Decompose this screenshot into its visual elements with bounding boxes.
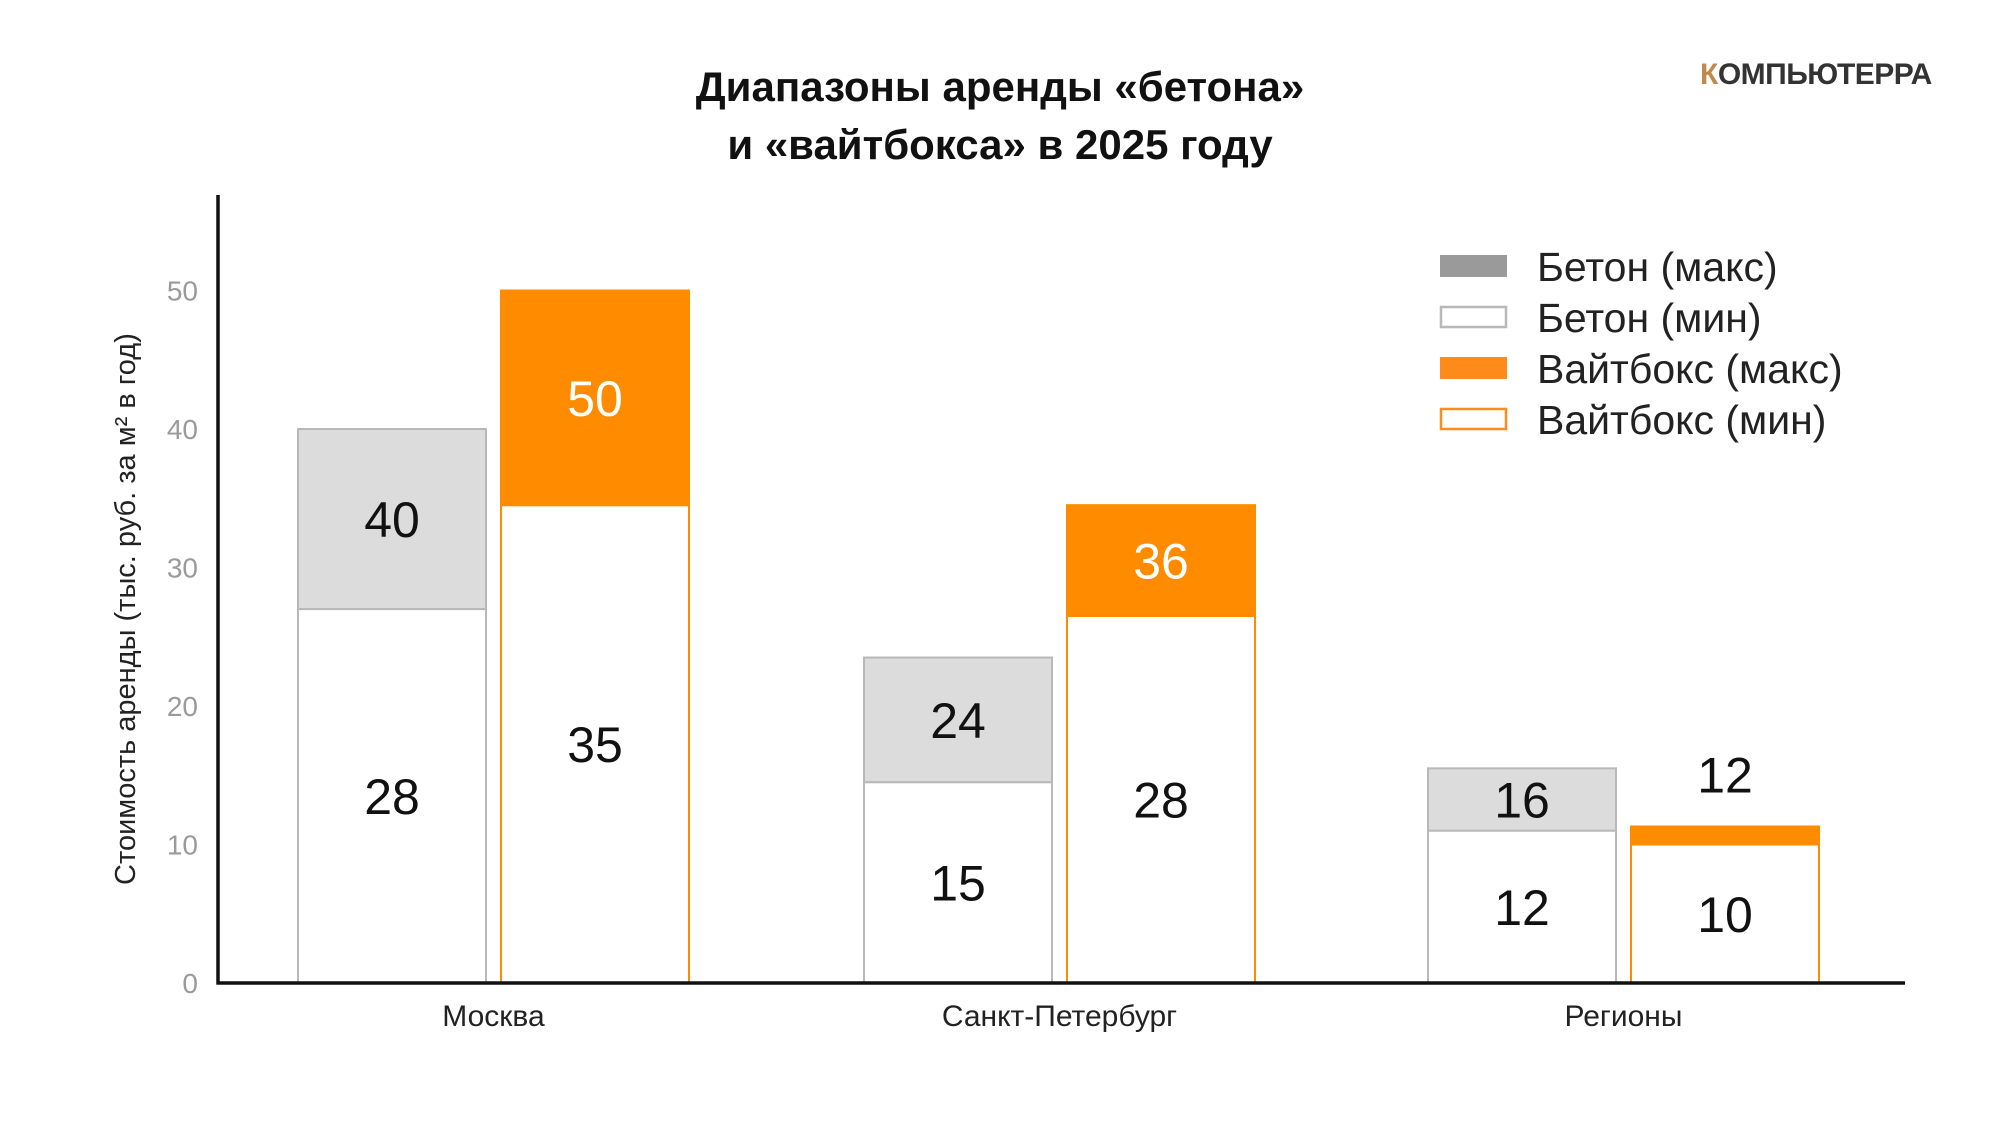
y-tick-label: 40 [167, 414, 198, 445]
bar-вайтбокс-min [1630, 843, 1820, 984]
chart-title-line-2: и «вайтбокса» в 2025 году [727, 121, 1273, 168]
legend-swatch [1439, 305, 1508, 329]
bar-value-label: 28 [364, 769, 420, 825]
bar-вайтбокс-max [1066, 504, 1256, 617]
bar-value-label: 50 [567, 371, 623, 427]
legend-label: Бетон (мин) [1537, 295, 1762, 341]
bar-бетон-max [863, 656, 1053, 784]
y-tick-label: 30 [167, 553, 198, 584]
bar-бетон-min [1427, 829, 1617, 985]
bar-бетон-min [297, 608, 487, 984]
legend-swatch [1440, 255, 1507, 277]
bar-value-label: 16 [1494, 772, 1550, 828]
bar-вайтбокс-max [1630, 825, 1820, 846]
x-tick-label: Санкт-Петербург [942, 1000, 1177, 1033]
y-tick-label: 0 [182, 968, 198, 999]
bar-вайтбокс-max [500, 289, 690, 507]
bar-бетон-max [297, 428, 487, 611]
legend-label: Бетон (макс) [1537, 244, 1778, 290]
bar-вайтбокс-min [1066, 614, 1256, 984]
bar-value-label: 40 [364, 492, 420, 548]
bar-value-label: 36 [1133, 534, 1189, 590]
bar-value-label: 35 [567, 717, 623, 773]
bar-value-label: 15 [930, 856, 986, 912]
y-tick-label: 10 [167, 830, 198, 861]
y-tick-label: 50 [167, 276, 198, 307]
bar-value-label: 28 [1133, 772, 1189, 828]
bar-value-label: 12 [1494, 880, 1550, 936]
brand-logo: КОМПЬЮТЕРРА [1700, 58, 1932, 91]
legend-label: Вайтбокс (макс) [1537, 346, 1843, 392]
bar-value-label: 12 [1697, 747, 1753, 803]
legend-swatch [1440, 357, 1507, 379]
y-axis-label: Стоимость аренды (тыс. руб. за м² в год) [110, 333, 142, 885]
chart-title-line-1: Диапазоны аренды «бетона» [695, 63, 1305, 110]
bar-вайтбокс-min [500, 504, 690, 984]
legend-label: Вайтбокс (мин) [1537, 397, 1826, 443]
chart-title: Диапазоны аренды «бетона» и «вайтбокса» … [500, 58, 1500, 174]
bar-value-label: 24 [930, 693, 986, 749]
bar-value-label: 10 [1697, 887, 1753, 943]
bar-бетон-max [1427, 767, 1617, 832]
y-tick-label: 20 [167, 691, 198, 722]
legend-swatch [1439, 407, 1508, 431]
x-tick-label: Регионы [1565, 1000, 1683, 1033]
bar-бетон-min [863, 781, 1053, 984]
x-tick-label: Москва [442, 1000, 545, 1033]
